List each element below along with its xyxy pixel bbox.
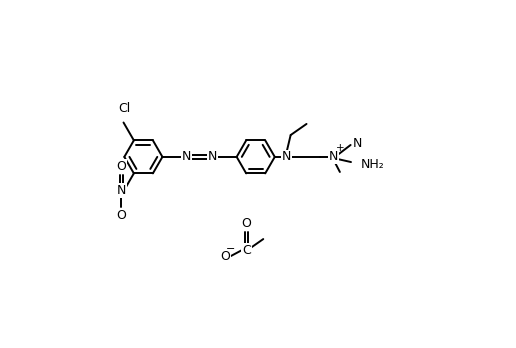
Text: N: N — [208, 150, 218, 163]
Text: O: O — [116, 160, 126, 173]
Text: NH₂: NH₂ — [361, 158, 384, 171]
Text: N: N — [352, 137, 362, 150]
Text: C: C — [242, 244, 251, 257]
Text: O: O — [116, 209, 126, 222]
Text: O: O — [241, 217, 251, 230]
Text: N: N — [329, 150, 338, 163]
Text: +: + — [336, 143, 345, 153]
Text: −: − — [226, 244, 235, 254]
Text: Cl: Cl — [118, 102, 131, 115]
Text: N: N — [182, 150, 191, 163]
Text: O: O — [220, 250, 230, 263]
Text: N: N — [282, 150, 292, 163]
Text: N: N — [117, 184, 126, 197]
